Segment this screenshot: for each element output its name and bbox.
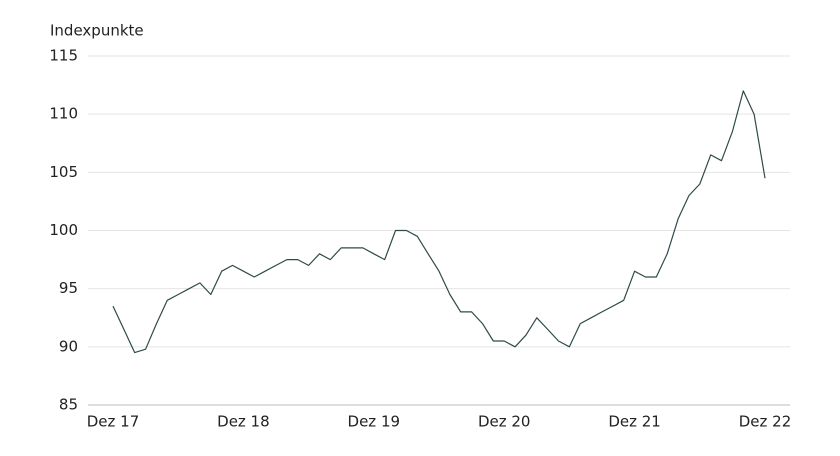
y-tick-label: 115 <box>49 47 78 65</box>
line <box>112 90 766 354</box>
x-tick-label: Dez 17 <box>87 413 140 431</box>
y-tick-label: 95 <box>59 279 78 297</box>
x-tick-label: Dez 19 <box>348 413 401 431</box>
y-tick-label: 110 <box>49 105 78 123</box>
chart-title: Indexpunkte <box>50 22 144 40</box>
y-tick-label: 85 <box>59 396 78 414</box>
y-tick-label: 105 <box>49 163 78 181</box>
x-tick-label: Dez 18 <box>217 413 270 431</box>
y-tick-label: 100 <box>49 221 78 239</box>
x-tick-label: Dez 21 <box>608 413 661 431</box>
x-tick-label: Dez 20 <box>478 413 531 431</box>
y-tick-label: 90 <box>59 337 78 355</box>
x-tick-label: Dez 22 <box>739 413 792 431</box>
